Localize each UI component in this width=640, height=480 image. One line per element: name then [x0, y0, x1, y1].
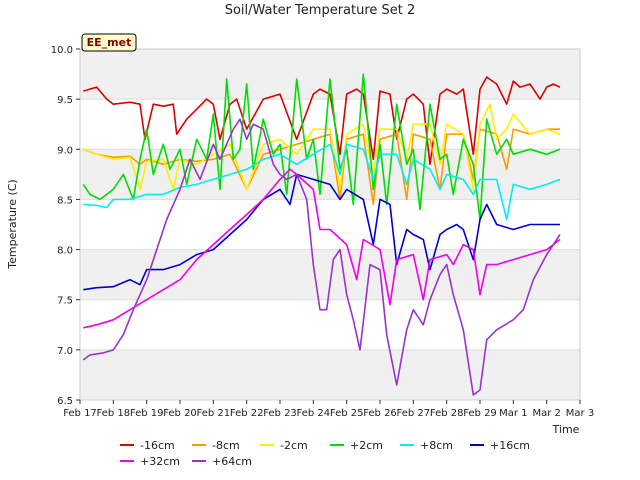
legend-label: -16cm	[140, 439, 175, 452]
legend-label: +32cm	[140, 455, 180, 468]
x-axis-ticks: Feb 17 Feb 18 Feb 19 Feb 20 Feb 21 Feb 22 Feb …	[63, 400, 594, 419]
x-tick-label: Mar 2	[532, 408, 560, 419]
y-tick-label: 9.0	[57, 145, 73, 156]
legend-label: +2cm	[350, 439, 383, 452]
x-tick-label: Mar 3	[566, 408, 594, 419]
series-line-+2cm	[82, 73, 561, 221]
y-tick-label: 10.0	[51, 45, 73, 56]
site-label: EE_met	[87, 36, 132, 49]
legend-label: +64cm	[212, 455, 252, 468]
legend-label: -2cm	[280, 439, 308, 452]
y-tick-label: 9.5	[57, 95, 73, 106]
y-axis-label: Temperature (C)	[6, 179, 19, 269]
x-tick-label: Feb 19	[130, 408, 164, 419]
series-line-+16cm	[83, 173, 560, 291]
chart-title: Soil/Water Temperature Set 2	[225, 3, 416, 18]
x-tick-label: Mar 1	[499, 408, 527, 419]
x-axis-label: Time	[552, 423, 580, 436]
x-tick-label: Feb 26	[363, 408, 397, 419]
x-tick-label: Feb 22	[230, 408, 264, 419]
series-line--16cm	[83, 76, 561, 166]
x-tick-label: Feb 25	[330, 408, 364, 419]
legend-label: +16cm	[490, 439, 530, 452]
plot-frame	[79, 48, 581, 401]
series-line-+8cm	[83, 143, 561, 221]
y-tick-label: 7.0	[57, 346, 73, 357]
legend: -16cm -8cm -2cm +2cm +8cm +16cm +32cm +64cm	[120, 439, 530, 468]
background-band	[80, 249, 580, 300]
site-label-box: EE_met	[81, 33, 137, 52]
x-tick-label: Feb 21	[197, 408, 231, 419]
legend-label: +8cm	[420, 439, 453, 452]
series-line--2cm	[83, 103, 561, 191]
series-layer	[82, 73, 561, 396]
plot-background-bands	[80, 49, 580, 400]
background-band	[80, 349, 580, 400]
background-band	[80, 49, 580, 100]
x-tick-label: Feb 29	[463, 408, 497, 419]
x-tick-label: Feb 24	[297, 408, 331, 419]
y-tick-label: 7.5	[57, 296, 73, 307]
legend-label: -8cm	[212, 439, 240, 452]
y-tick-label: 8.0	[57, 246, 73, 257]
y-tick-label: 8.5	[57, 195, 73, 206]
x-tick-label: Feb 18	[97, 408, 131, 419]
series-line-+32cm	[83, 168, 561, 329]
x-tick-label: Feb 23	[263, 408, 297, 419]
y-tick-label: 6.5	[57, 396, 73, 407]
x-tick-label: Feb 17	[63, 408, 97, 419]
series-line-+64cm	[82, 118, 561, 396]
x-tick-label: Feb 28	[430, 408, 464, 419]
x-tick-label: Feb 27	[397, 408, 431, 419]
x-tick-label: Feb 20	[163, 408, 197, 419]
y-axis-ticks: 6.5 7.0 7.5 8.0 8.5 9.0 9.5 10.0	[51, 45, 80, 407]
background-band	[80, 149, 580, 200]
